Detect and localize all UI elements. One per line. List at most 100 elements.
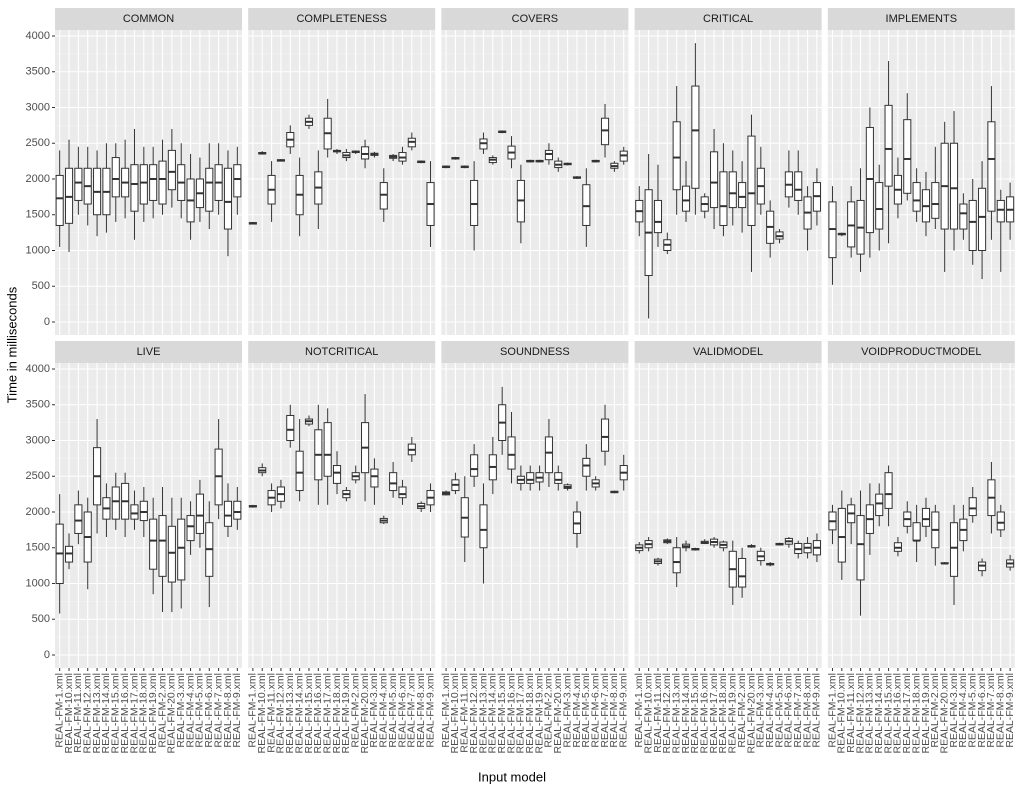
x-tick-label: REAL-FM-5.xml bbox=[387, 673, 399, 748]
y-tick-label: 1000 bbox=[26, 577, 50, 589]
x-tick-label: REAL-FM-20.xml bbox=[166, 673, 178, 754]
x-tick-label: REAL-FM-2.xml bbox=[156, 673, 168, 748]
box bbox=[912, 182, 921, 212]
box bbox=[470, 179, 479, 226]
box bbox=[544, 149, 553, 161]
box bbox=[379, 182, 388, 210]
x-tick-label: REAL-FM-6.xml bbox=[396, 673, 408, 748]
box bbox=[875, 182, 884, 230]
x-tick-label: REAL-FM-13.xml bbox=[91, 673, 103, 754]
y-tick-label: 3000 bbox=[26, 434, 50, 446]
x-tick-label: REAL-FM-9.xml bbox=[811, 673, 823, 748]
box bbox=[139, 164, 148, 205]
box bbox=[691, 85, 700, 189]
x-tick-label: REAL-FM-18.xml bbox=[331, 673, 343, 754]
x-tick-label: REAL-FM-20.xml bbox=[938, 673, 950, 754]
y-tick-label: 2000 bbox=[26, 506, 50, 518]
x-tick-label: REAL-FM-17.xml bbox=[128, 673, 140, 754]
strip bbox=[634, 341, 822, 363]
x-tick-label: REAL-FM-13.xml bbox=[477, 673, 489, 754]
box bbox=[949, 142, 959, 230]
box bbox=[223, 500, 233, 527]
x-tick-label: REAL-FM-2.xml bbox=[543, 673, 555, 748]
x-tick-label: REAL-FM-11.xml bbox=[265, 673, 277, 753]
x-tick-label: REAL-FM-4.xml bbox=[571, 673, 583, 748]
box bbox=[526, 472, 535, 484]
x-tick-label: REAL-FM-11.xml bbox=[845, 673, 857, 753]
box bbox=[856, 515, 865, 581]
strip-label: NOTCRITICAL bbox=[305, 346, 378, 358]
x-tick-label: REAL-FM-9.xml bbox=[618, 673, 630, 748]
panel-background bbox=[248, 363, 436, 668]
x-tick-label: REAL-FM-3.xml bbox=[948, 673, 960, 748]
box bbox=[544, 436, 553, 474]
x-tick-label: REAL-FM-14.xml bbox=[487, 673, 499, 754]
strip bbox=[441, 8, 629, 30]
box bbox=[554, 472, 563, 484]
x-tick-label: REAL-FM-4.xml bbox=[764, 673, 776, 748]
x-tick-label: REAL-FM-12.xml bbox=[82, 673, 94, 754]
x-tick-label: REAL-FM-8.xml bbox=[995, 673, 1007, 748]
box bbox=[361, 146, 370, 160]
y-tick-label: 1500 bbox=[26, 209, 50, 221]
x-tick-label: REAL-FM-14.xml bbox=[873, 673, 885, 754]
box bbox=[332, 465, 342, 484]
box bbox=[323, 422, 332, 477]
x-tick-label: REAL-FM-1.xml bbox=[53, 673, 65, 748]
x-tick-label: REAL-FM-17.xml bbox=[321, 673, 333, 754]
strip bbox=[248, 8, 436, 30]
box bbox=[74, 167, 83, 201]
box bbox=[710, 151, 719, 209]
box bbox=[912, 522, 921, 542]
x-tick-label: REAL-FM-13.xml bbox=[670, 673, 682, 754]
x-tick-label: REAL-FM-11.xml bbox=[459, 673, 471, 753]
x-tick-label: REAL-FM-10.xml bbox=[642, 673, 654, 754]
box bbox=[968, 199, 977, 251]
x-tick-label: REAL-FM-6.xml bbox=[203, 673, 215, 748]
x-tick-label: REAL-FM-8.xml bbox=[801, 673, 813, 748]
box bbox=[794, 171, 803, 201]
box bbox=[111, 486, 120, 520]
x-tick-label: REAL-FM-15.xml bbox=[110, 673, 122, 754]
box bbox=[884, 472, 893, 509]
box bbox=[167, 149, 176, 191]
box bbox=[959, 203, 968, 230]
box bbox=[479, 504, 488, 549]
panel-background bbox=[634, 363, 822, 668]
box bbox=[600, 117, 610, 146]
box bbox=[582, 184, 591, 226]
box bbox=[470, 454, 479, 477]
box bbox=[875, 493, 884, 517]
strip bbox=[55, 8, 242, 30]
panel-background bbox=[827, 363, 1015, 668]
strip-label: SOUNDNESS bbox=[500, 346, 570, 358]
box bbox=[681, 185, 691, 212]
box bbox=[884, 104, 893, 187]
x-tick-label: REAL-FM-20.xml bbox=[552, 673, 564, 754]
x-tick-label: REAL-FM-12.xml bbox=[275, 673, 287, 754]
box bbox=[719, 171, 728, 226]
x-tick-label: REAL-FM-18.xml bbox=[910, 673, 922, 754]
x-tick-label: REAL-FM-5.xml bbox=[773, 673, 785, 748]
box bbox=[747, 135, 756, 226]
y-tick-label: 500 bbox=[32, 613, 50, 625]
x-tick-label: REAL-FM-12.xml bbox=[468, 673, 480, 754]
y-tick-label: 1000 bbox=[26, 244, 50, 256]
box bbox=[847, 201, 856, 248]
box bbox=[672, 547, 681, 574]
x-tick-label: REAL-FM-20.xml bbox=[359, 673, 371, 754]
strip-label: VOIDPRODUCTMODEL bbox=[861, 346, 981, 358]
y-tick-label: 2000 bbox=[26, 173, 50, 185]
x-tick-label: REAL-FM-20.xml bbox=[745, 673, 757, 754]
x-tick-label: REAL-FM-11.xml bbox=[72, 673, 84, 753]
x-tick-label: REAL-FM-2.xml bbox=[929, 673, 941, 748]
x-tick-label: REAL-FM-6.xml bbox=[976, 673, 988, 748]
panel-background bbox=[634, 30, 822, 335]
x-tick-label: REAL-FM-7.xml bbox=[212, 673, 224, 748]
x-tick-label: REAL-FM-7.xml bbox=[599, 673, 611, 748]
box bbox=[139, 500, 148, 522]
x-tick-label: REAL-FM-3.xml bbox=[175, 673, 187, 748]
x-tick-label: REAL-FM-12.xml bbox=[661, 673, 673, 754]
strip-label: COVERS bbox=[512, 13, 558, 25]
x-tick-label: REAL-FM-3.xml bbox=[755, 673, 767, 748]
